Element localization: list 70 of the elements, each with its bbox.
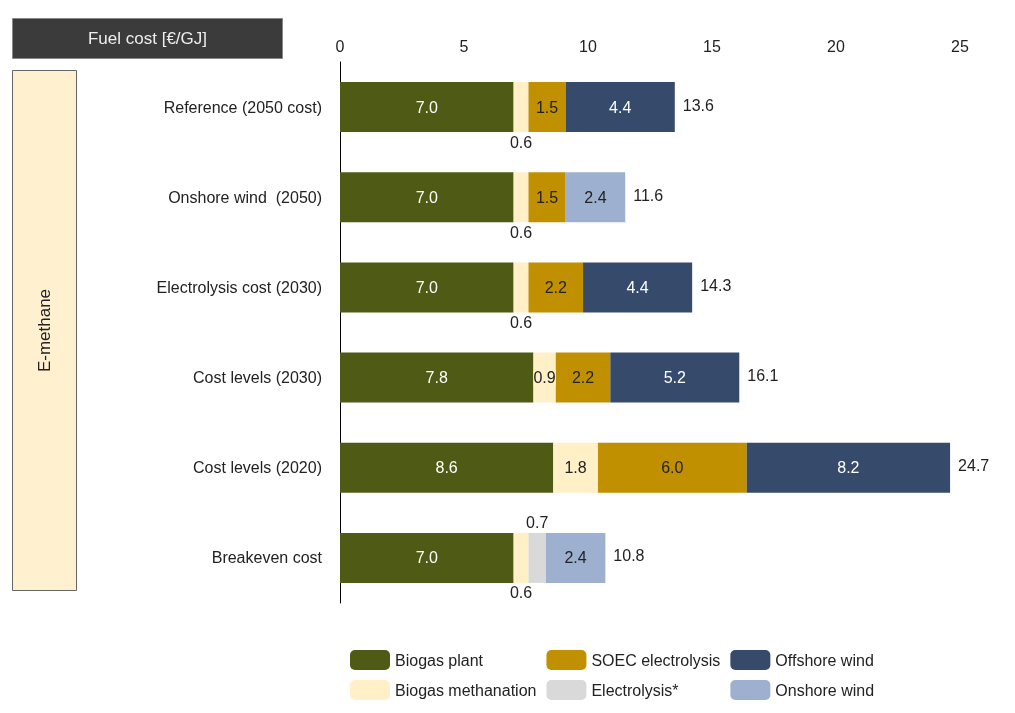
data-label: 0.9 [533, 369, 556, 387]
bar [555, 352, 611, 403]
y-tick-label: Electrolysis cost (2030) [156, 278, 322, 296]
legend-label: Biogas methanation [395, 681, 537, 699]
bar [528, 532, 546, 583]
bar [528, 262, 584, 313]
total-label: 10.8 [613, 547, 645, 565]
legend-label: Electrolysis* [591, 681, 679, 699]
data-label: 8.6 [435, 459, 458, 477]
data-label: 0.6 [509, 313, 533, 331]
bar [513, 532, 529, 583]
data-label: 0.7 [526, 514, 549, 532]
bar [340, 172, 514, 223]
data-label: 2.2 [544, 278, 567, 296]
data-label: 0.6 [509, 584, 533, 602]
legend-label: SOEC electrolysis [591, 651, 721, 669]
bar [565, 172, 626, 223]
y-tick-label: Breakeven cost [211, 549, 323, 567]
total-label: 11.6 [633, 186, 664, 204]
bar [610, 352, 740, 403]
bar [545, 532, 606, 583]
y-tick-label: Cost levels (2020) [193, 459, 322, 477]
bar [513, 82, 529, 133]
data-label: 7.0 [415, 98, 439, 116]
data-label: 2.2 [571, 369, 595, 387]
x-tick-label: 5 [459, 37, 469, 55]
legend-label: Biogas plant [395, 651, 484, 669]
data-label: 2.4 [564, 549, 587, 567]
y-tick-label: Cost levels (2030) [193, 369, 322, 387]
data-label: 5.2 [663, 369, 687, 387]
data-label: 7.0 [415, 549, 439, 567]
x-tick-label: 20 [827, 37, 845, 55]
bar [340, 352, 534, 403]
legend-label: Offshore wind [775, 651, 874, 669]
bar [583, 262, 693, 313]
bar [340, 532, 514, 583]
data-label: 7.0 [415, 278, 439, 296]
legend-label: Onshore wind [775, 681, 875, 699]
data-label: 0.6 [509, 223, 533, 241]
data-label: 6.0 [661, 459, 684, 477]
total-label: 16.1 [747, 367, 779, 385]
data-label: 7.0 [415, 188, 439, 206]
bar [565, 82, 675, 133]
data-label: 2.4 [584, 188, 607, 206]
data-label: 7.8 [425, 369, 448, 387]
total-label: 24.7 [958, 457, 990, 475]
total-label: 13.6 [682, 96, 715, 114]
data-label: 8.2 [837, 459, 860, 477]
data-label: 1.5 [535, 188, 559, 206]
data-label: 4.4 [609, 98, 632, 116]
x-tick-label: 15 [703, 37, 721, 55]
bar [513, 172, 529, 223]
x-tick-label: 10 [579, 37, 597, 55]
bar [597, 442, 747, 493]
x-tick-label: 0 [335, 37, 345, 55]
bar [340, 442, 554, 493]
x-axis-title: Fuel cost [€/GJ] [87, 29, 208, 48]
data-label: 0.6 [509, 133, 533, 151]
text: E-methane [35, 288, 54, 373]
bar [746, 442, 951, 493]
data-label: 4.4 [626, 278, 649, 296]
bar [340, 262, 514, 313]
bar [340, 82, 514, 133]
x-tick-label: 25 [951, 37, 969, 55]
data-label: 1.8 [564, 459, 587, 477]
total-label: 14.3 [700, 276, 732, 294]
y-tick-label: Reference (2050 cost) [163, 98, 322, 116]
data-label: 1.5 [535, 98, 559, 116]
bar [513, 262, 529, 313]
y-tick-label: Onshore wind (2050) [168, 188, 322, 206]
